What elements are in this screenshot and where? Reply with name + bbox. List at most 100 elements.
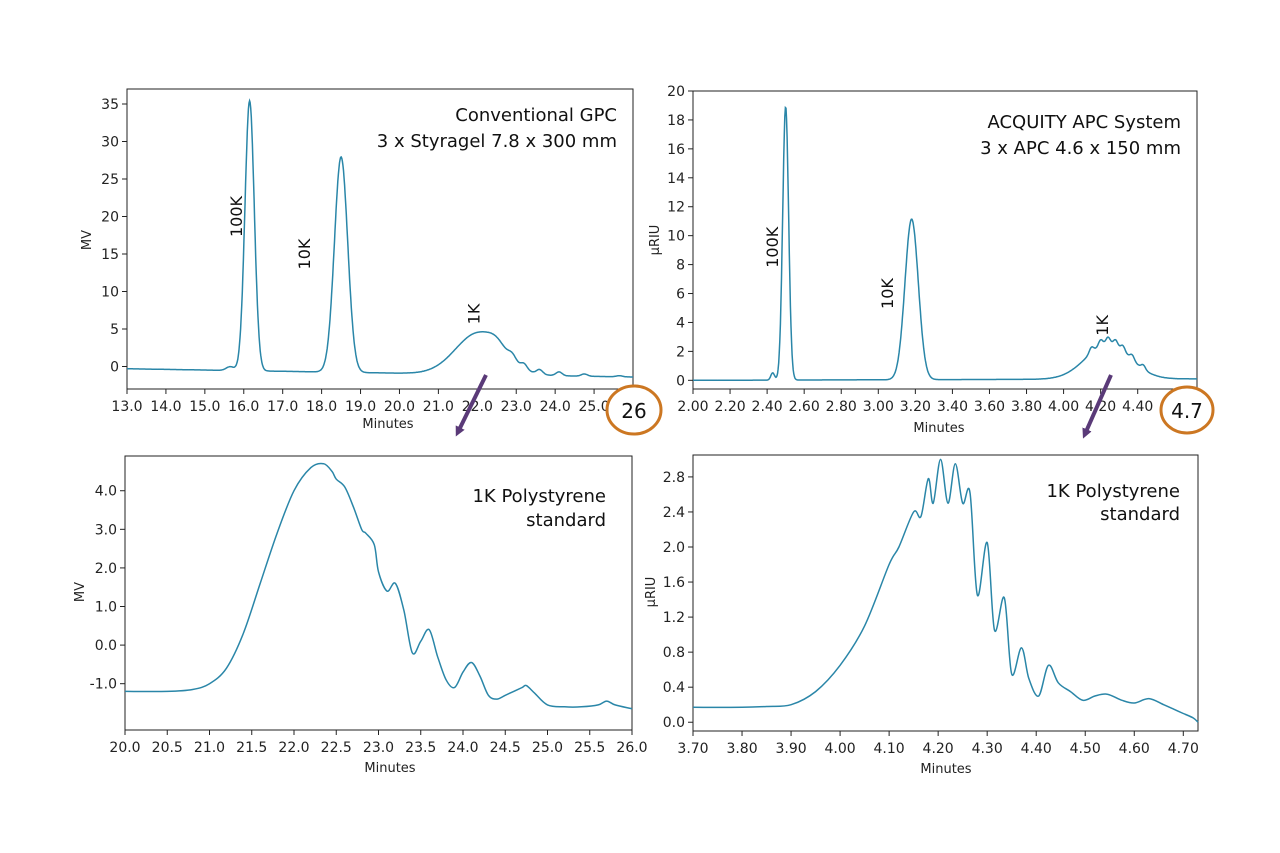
y-tick-label: 4.0: [95, 484, 117, 500]
chromatogram-trace: [127, 98, 633, 378]
y-tick-label: 25: [101, 172, 119, 188]
y-tick-label: 20: [101, 210, 119, 226]
x-tick-label: 25.0: [578, 399, 609, 415]
chart-title: ACQUITY APC System: [987, 112, 1181, 133]
y-axis-label: MV: [73, 582, 88, 602]
x-tick-label: 21.5: [236, 740, 267, 756]
y-axis-ticks: 4.0 3.0 2.0 1.0 0.0 -1.0: [90, 484, 125, 693]
plot-frame: [692, 454, 1199, 732]
peak-label: 10K: [295, 238, 314, 269]
plot-frame: [126, 88, 634, 390]
y-tick-label: 10: [101, 285, 119, 301]
peak-label: 1K: [1093, 315, 1112, 336]
x-tick-label: 14.0: [150, 399, 181, 415]
chart-title: 1K Polystyrene: [472, 486, 606, 507]
y-tick-label: 0.0: [663, 715, 685, 731]
y-tick-label: 1.0: [95, 600, 117, 616]
y-tick-label: 0.0: [95, 638, 117, 654]
peak-labels: 100K 10K 1K: [227, 195, 483, 324]
x-tick-label: 24.5: [490, 740, 521, 756]
x-tick-label: 4.20: [1085, 399, 1116, 415]
peak-label: 100K: [227, 195, 246, 237]
highlight-circle: [605, 384, 663, 436]
callout-value: 26: [621, 399, 646, 423]
x-tick-label: 23.0: [363, 740, 394, 756]
y-tick-label: 5: [110, 322, 119, 338]
x-tick-label: 2.20: [714, 399, 745, 415]
y-tick-label: 14: [667, 171, 685, 187]
x-tick-label: 2.40: [752, 399, 783, 415]
x-tick-label: 15.0: [189, 399, 220, 415]
x-axis-label: Minutes: [362, 417, 413, 432]
x-tick-label: 13.0: [111, 399, 142, 415]
y-tick-label: 10: [667, 229, 685, 245]
x-tick-label: 2.60: [789, 399, 820, 415]
chart-title: Conventional GPC: [455, 105, 617, 126]
x-tick-label: 3.90: [775, 741, 806, 757]
x-tick-label: 20.0: [109, 740, 140, 756]
chart-subtitle: 3 x Styragel 7.8 x 300 mm: [377, 131, 617, 152]
zoom-arrow-gpc: [455, 374, 488, 437]
x-tick-label: 20.5: [152, 740, 183, 756]
y-tick-label: 0.4: [663, 680, 685, 696]
x-tick-label: 4.60: [1119, 741, 1150, 757]
y-axis-label: MV: [80, 230, 95, 250]
x-tick-label: 17.0: [267, 399, 298, 415]
plot-frame: [692, 90, 1198, 390]
y-axis-ticks: 0 5 10 15 20 25 30 35: [101, 97, 127, 376]
x-tick-label: 25.0: [532, 740, 563, 756]
x-tick-label: 16.0: [228, 399, 259, 415]
y-tick-label: 0: [676, 373, 685, 389]
zoom-arrow-apc: [1082, 374, 1113, 439]
x-tick-label: 4.70: [1168, 741, 1199, 757]
x-tick-label: 3.70: [677, 741, 708, 757]
y-axis-ticks: 0 2 4 6 8 10 12 14 16 18 20: [667, 84, 693, 389]
x-tick-label: 22.5: [321, 740, 352, 756]
chromatogram-trace: [124, 462, 633, 710]
x-tick-label: 22.0: [278, 740, 309, 756]
x-tick-label: 23.5: [405, 740, 436, 756]
x-tick-label: 4.40: [1021, 741, 1052, 757]
callout-value: 4.7: [1171, 399, 1203, 423]
x-tick-label: 3.00: [863, 399, 894, 415]
x-tick-label: 3.40: [937, 399, 968, 415]
x-tick-label: 4.30: [972, 741, 1003, 757]
x-tick-label: 24.0: [447, 740, 478, 756]
y-tick-label: 2.8: [663, 470, 685, 486]
y-tick-label: 12: [667, 200, 685, 216]
y-tick-label: 6: [676, 287, 685, 303]
y-tick-label: 16: [667, 142, 685, 158]
chromatogram-trace: [692, 458, 1199, 723]
chart-subtitle: standard: [1100, 504, 1180, 525]
peak-label: 10K: [878, 278, 897, 309]
panel-1k-zoom-gpc: 4.0 3.0 2.0 1.0 0.0 -1.0 20.0 20.5 21.0 21.5 22.0…: [73, 455, 648, 776]
chart-subtitle: 3 x APC 4.6 x 150 mm: [980, 138, 1181, 159]
panel-1k-zoom-apc: 0.0 0.4 0.8 1.2 1.6 2.0 2.4 2.8 3.70 3.80 3.90 4.0…: [644, 454, 1199, 777]
x-tick-label: 21.0: [194, 740, 225, 756]
y-tick-label: 2: [676, 344, 685, 360]
chromatogram-trace: [693, 105, 1197, 382]
peak-labels: 100K 10K 1K: [763, 226, 1112, 335]
x-axis-ticks: 3.70 3.80 3.90 4.00 4.10 4.20 4.30 4.40 4.50 4.60…: [677, 731, 1199, 757]
y-tick-label: 1.6: [663, 575, 685, 591]
chart-title: 1K Polystyrene: [1046, 481, 1180, 502]
x-tick-label: 21.0: [423, 399, 454, 415]
peak-label: 1K: [464, 303, 483, 324]
panel-conventional-gpc: 0 5 10 15 20 25 30 35 13.0 14.0 15.0 16.0 17.0 18.0 1…: [80, 88, 634, 432]
y-tick-label: 20: [667, 84, 685, 100]
x-tick-label: 24.0: [540, 399, 571, 415]
x-tick-label: 20.0: [384, 399, 415, 415]
y-tick-label: 0: [110, 360, 119, 376]
y-tick-label: 8: [676, 258, 685, 274]
x-tick-label: 2.00: [677, 399, 708, 415]
x-axis-label: Minutes: [364, 761, 415, 776]
y-tick-label: 3.0: [95, 522, 117, 538]
peak-label: 100K: [763, 226, 782, 268]
y-tick-label: -1.0: [90, 677, 117, 693]
x-tick-label: 2.80: [826, 399, 857, 415]
x-tick-label: 4.50: [1070, 741, 1101, 757]
x-axis-ticks: 2.00 2.20 2.40 2.60 2.80 3.00 3.20 3.40 3.60 3.80…: [677, 389, 1153, 415]
highlight-circle: [1159, 385, 1215, 435]
y-tick-label: 2.0: [663, 540, 685, 556]
x-tick-label: 3.80: [1011, 399, 1042, 415]
